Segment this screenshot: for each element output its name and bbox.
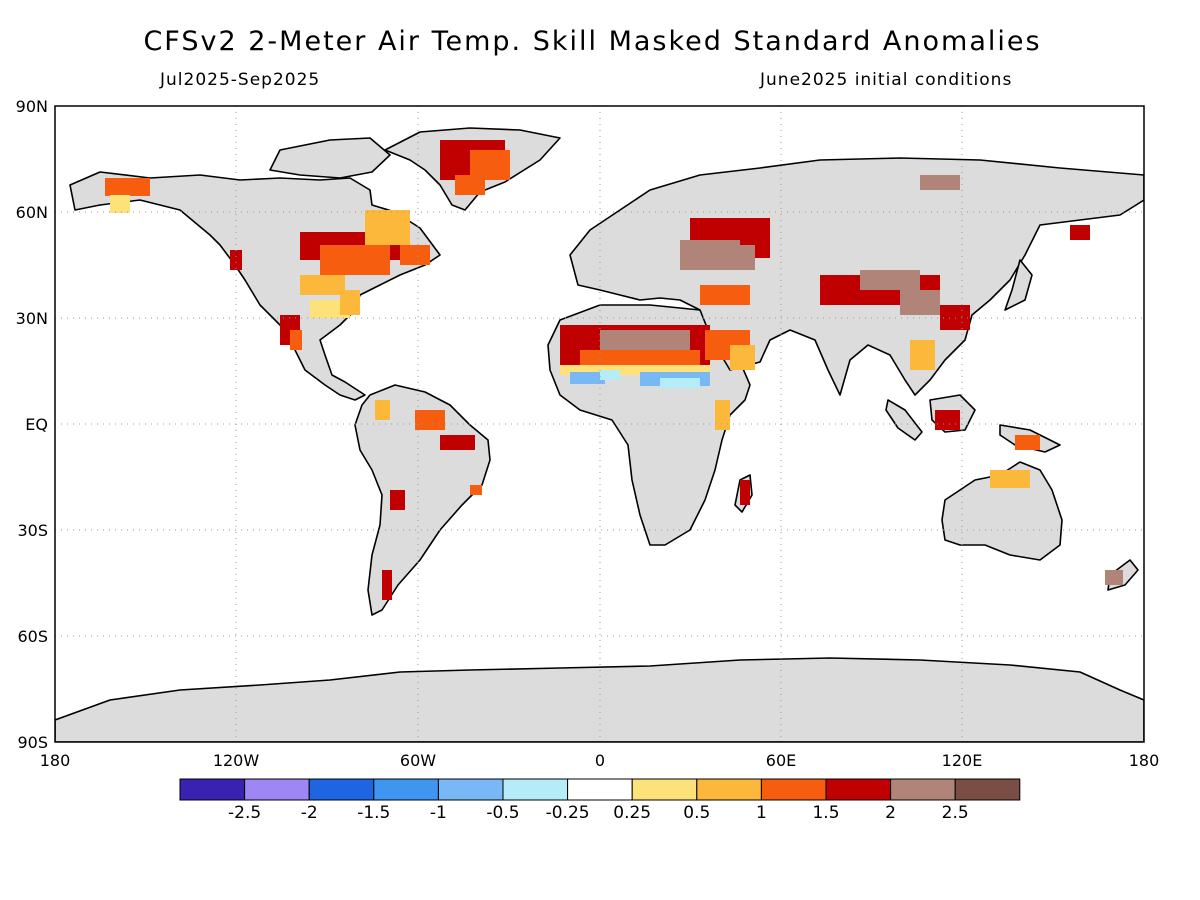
lon-label-120w: 120W bbox=[213, 751, 260, 770]
anomaly-patch bbox=[455, 175, 485, 195]
anomaly-patch bbox=[440, 435, 475, 450]
longitude-labels: 180 120W 60W 0 60E 120E 180 bbox=[40, 751, 1160, 770]
colorbar-label: 0.25 bbox=[613, 803, 651, 823]
colorbar-swatch bbox=[244, 778, 310, 801]
forecast-period: Jul2025-Sep2025 bbox=[160, 70, 321, 90]
colorbar-swatch bbox=[179, 778, 246, 801]
colorbar-swatch bbox=[954, 778, 1021, 801]
anomaly-patch bbox=[700, 285, 750, 305]
anomaly-patch bbox=[290, 330, 302, 350]
anomaly-patch bbox=[1070, 225, 1090, 240]
colorbar-swatch bbox=[825, 778, 892, 801]
anomaly-patch bbox=[390, 490, 405, 510]
land-north-america bbox=[69, 171, 441, 401]
anomaly-patch bbox=[230, 250, 242, 270]
colorbar-swatch bbox=[437, 778, 504, 801]
anomaly-patch bbox=[730, 345, 755, 370]
colorbar-label: -0.5 bbox=[486, 803, 519, 823]
lon-label-0: 0 bbox=[595, 751, 605, 770]
land-japan bbox=[1004, 259, 1033, 311]
anomaly-patch bbox=[935, 410, 960, 430]
anomaly-patch bbox=[570, 372, 605, 384]
lat-label-eq: EQ bbox=[25, 415, 48, 434]
anomaly-patch bbox=[340, 290, 360, 315]
colorbar-swatch bbox=[308, 778, 375, 801]
colorbar-swatch bbox=[631, 778, 698, 801]
lat-label-30s: 30S bbox=[17, 521, 48, 540]
anomaly-patch bbox=[900, 290, 940, 315]
chart-title: CFSv2 2-Meter Air Temp. Skill Masked Sta… bbox=[143, 26, 1042, 57]
colorbar: -2.5 -2 -1.5 -1 -0.5 -0.25 0.25 0.5 1 1.5 2 2.5 bbox=[179, 778, 1021, 823]
anomaly-patch bbox=[375, 400, 390, 420]
colorbar-label: -1.5 bbox=[357, 803, 390, 823]
colorbar-label: -0.25 bbox=[546, 803, 590, 823]
lat-label-60n: 60N bbox=[16, 203, 48, 222]
map-area bbox=[55, 106, 1144, 742]
colorbar-swatch bbox=[890, 778, 956, 801]
anomaly-patch bbox=[910, 340, 935, 370]
anomaly-patch bbox=[300, 275, 345, 295]
anomaly-patch bbox=[560, 365, 710, 375]
lat-label-90n: 90N bbox=[16, 97, 48, 116]
land-arctic-islands bbox=[269, 137, 391, 179]
colorbar-label: 1.5 bbox=[812, 803, 839, 823]
anomaly-patch bbox=[600, 370, 620, 380]
anomaly-patch bbox=[415, 410, 445, 430]
lon-label-180e: 180 bbox=[1129, 751, 1160, 770]
anomaly-patch bbox=[1015, 435, 1040, 450]
colorbar-label: -2.5 bbox=[228, 803, 261, 823]
anomaly-patch bbox=[382, 570, 392, 600]
anomaly-patch bbox=[660, 378, 700, 388]
anomaly-patch bbox=[110, 195, 130, 213]
colorbar-label: 0.5 bbox=[683, 803, 710, 823]
anomaly-layer bbox=[105, 140, 1123, 600]
anomaly-patch bbox=[740, 480, 750, 505]
colorbar-swatch bbox=[696, 778, 762, 801]
map-frame bbox=[54, 105, 1145, 743]
anomaly-patch bbox=[715, 400, 730, 430]
lat-label-90s: 90S bbox=[17, 733, 48, 752]
anomaly-patch bbox=[470, 485, 482, 495]
anomaly-patch bbox=[320, 245, 390, 275]
anomaly-patch bbox=[990, 470, 1030, 488]
lon-label-120e: 120E bbox=[942, 751, 983, 770]
anomaly-patch bbox=[580, 350, 700, 365]
latitude-labels: 90N 60N 30N EQ 30S 60S 90S bbox=[16, 97, 48, 752]
lon-label-180w: 180 bbox=[40, 751, 71, 770]
colorbar-label: 2 bbox=[885, 803, 896, 823]
colorbar-swatch bbox=[502, 778, 569, 801]
colorbar-label: -2 bbox=[301, 803, 318, 823]
anomaly-patch bbox=[920, 175, 960, 190]
colorbar-swatch bbox=[373, 778, 439, 801]
colorbar-swatch bbox=[760, 778, 827, 801]
lon-label-60w: 60W bbox=[400, 751, 436, 770]
colorbar-label: -1 bbox=[430, 803, 447, 823]
anomaly-patch bbox=[365, 210, 410, 245]
lat-label-30n: 30N bbox=[16, 309, 48, 328]
colorbar-swatch bbox=[567, 778, 633, 801]
initial-conditions: June2025 initial conditions bbox=[760, 70, 1013, 90]
colorbar-label: 2.5 bbox=[942, 803, 969, 823]
lon-label-60e: 60E bbox=[766, 751, 796, 770]
colorbar-label: 1 bbox=[756, 803, 767, 823]
anomaly-patch bbox=[105, 178, 150, 196]
anomaly-patch bbox=[1105, 570, 1123, 585]
lat-label-60s: 60S bbox=[17, 627, 48, 646]
anomaly-patch bbox=[860, 270, 920, 290]
anomaly-patch bbox=[720, 245, 755, 270]
anomaly-patch bbox=[400, 245, 430, 265]
gridlines bbox=[55, 106, 1144, 742]
land-sumatra bbox=[885, 399, 923, 441]
